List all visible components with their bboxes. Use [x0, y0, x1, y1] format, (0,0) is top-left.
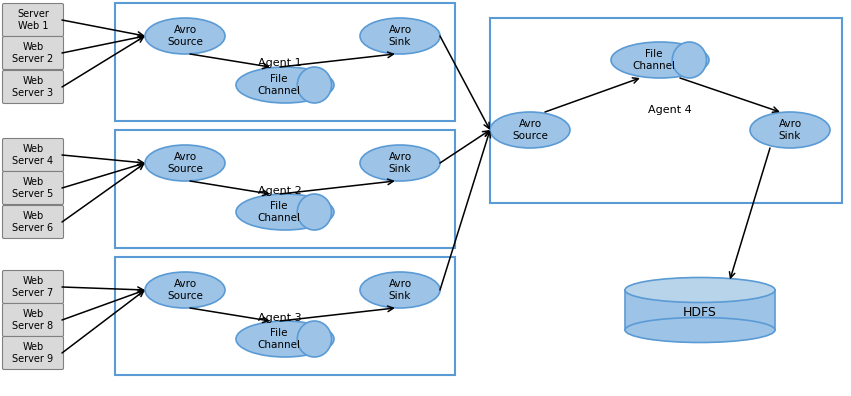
Ellipse shape: [236, 321, 334, 357]
Ellipse shape: [611, 42, 709, 78]
Ellipse shape: [750, 112, 830, 148]
FancyBboxPatch shape: [3, 70, 64, 103]
Ellipse shape: [236, 194, 334, 230]
Text: Web
Server 6: Web Server 6: [13, 211, 54, 233]
Text: Avro
Sink: Avro Sink: [779, 119, 802, 141]
Bar: [115, 257, 455, 375]
Bar: [115, 130, 455, 248]
Text: Web
Server 2: Web Server 2: [13, 42, 54, 64]
Text: File
Channel: File Channel: [258, 74, 300, 96]
Ellipse shape: [236, 67, 334, 103]
FancyBboxPatch shape: [3, 171, 64, 204]
Ellipse shape: [145, 145, 225, 181]
Text: Web
Server 7: Web Server 7: [13, 276, 54, 298]
FancyBboxPatch shape: [3, 303, 64, 337]
Text: Avro
Sink: Avro Sink: [388, 25, 412, 47]
FancyBboxPatch shape: [3, 36, 64, 70]
Text: File
Channel: File Channel: [258, 328, 300, 350]
Ellipse shape: [145, 272, 225, 308]
Text: File
Channel: File Channel: [632, 49, 676, 71]
Text: Avro
Source: Avro Source: [167, 152, 203, 174]
Ellipse shape: [297, 67, 332, 103]
Text: HDFS: HDFS: [683, 307, 717, 320]
Ellipse shape: [490, 112, 570, 148]
Ellipse shape: [360, 272, 440, 308]
Text: Server
Web 1: Server Web 1: [17, 9, 49, 31]
FancyBboxPatch shape: [3, 139, 64, 171]
Text: Web
Server 5: Web Server 5: [13, 177, 54, 199]
Ellipse shape: [360, 145, 440, 181]
FancyBboxPatch shape: [3, 206, 64, 238]
Text: Avro
Sink: Avro Sink: [388, 152, 412, 174]
Ellipse shape: [672, 42, 706, 78]
FancyBboxPatch shape: [3, 337, 64, 369]
Text: Web
Server 3: Web Server 3: [13, 76, 54, 98]
Text: Avro
Source: Avro Source: [512, 119, 548, 141]
Text: Avro
Source: Avro Source: [167, 25, 203, 47]
Ellipse shape: [297, 194, 332, 230]
Bar: [625, 290, 775, 330]
Ellipse shape: [625, 318, 775, 343]
FancyBboxPatch shape: [3, 270, 64, 303]
Bar: [490, 18, 842, 203]
Text: Agent 3: Agent 3: [258, 313, 302, 323]
Ellipse shape: [297, 321, 332, 357]
Text: Agent 4: Agent 4: [648, 105, 692, 115]
Ellipse shape: [145, 18, 225, 54]
Text: Web
Server 9: Web Server 9: [13, 342, 54, 364]
Text: Agent 2: Agent 2: [258, 186, 302, 196]
Text: Web
Server 4: Web Server 4: [13, 144, 54, 166]
Ellipse shape: [625, 278, 775, 303]
Text: Web
Server 8: Web Server 8: [13, 309, 54, 331]
Ellipse shape: [360, 18, 440, 54]
Text: Avro
Sink: Avro Sink: [388, 279, 412, 301]
Text: File
Channel: File Channel: [258, 201, 300, 223]
Text: Agent 1: Agent 1: [258, 58, 302, 68]
Text: Avro
Source: Avro Source: [167, 279, 203, 301]
Bar: [115, 3, 455, 121]
FancyBboxPatch shape: [3, 4, 64, 36]
